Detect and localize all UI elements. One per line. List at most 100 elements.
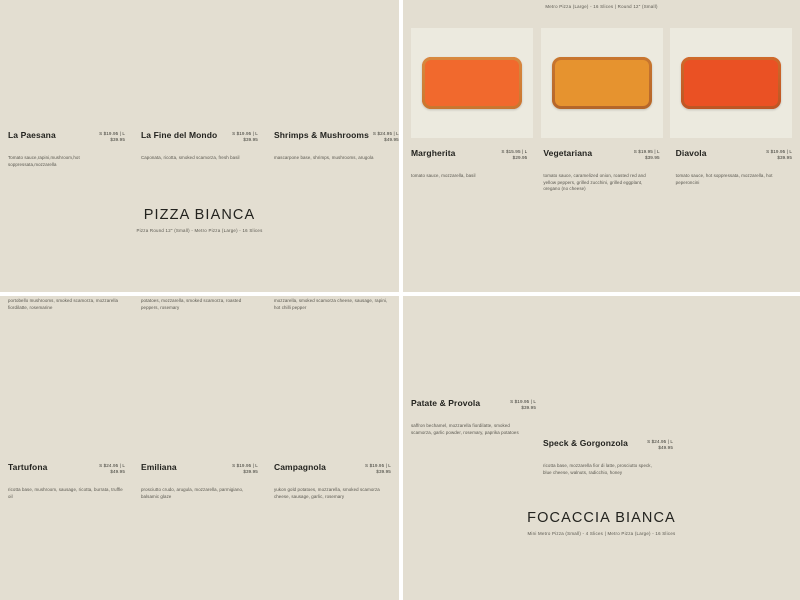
item-header: Tartufona S $24.95 | L $49.95: [8, 462, 125, 475]
item-description: tomato sauce, hot soppressata, mozzarell…: [675, 173, 773, 185]
menu-item-diavola[interactable]: Diavola S $19.95 | L $39.95 tomato sauce…: [668, 148, 800, 193]
item-name: Margherita: [411, 148, 456, 158]
price-small: S $19.95 | L: [510, 399, 536, 404]
item-name: Emiliana: [140, 462, 177, 472]
margherita-pizza-photo: [411, 28, 533, 138]
item-header: Campagnola S $19.95 | L $39.95: [274, 462, 391, 475]
price-small: S $19.95 | L: [232, 131, 258, 136]
section-title: PIZZA BIANCA: [143, 207, 256, 223]
item-price: S $19.95 | L $39.95: [232, 462, 258, 475]
item-price: S $24.95 | L $49.95: [647, 438, 673, 451]
item-description: tomato sauce, caramelized onion, roasted…: [543, 173, 646, 192]
item-description: Caponata, ricotta, smoked scamorza, fres…: [140, 155, 240, 160]
price-large: $49.95: [110, 469, 125, 474]
section-title: FOCACCIA BIANCA: [527, 510, 676, 526]
price-large: $29.95: [512, 155, 528, 160]
item-header: Vegetariana S $19.95 | L $39.95: [543, 148, 659, 161]
item-header: Margherita S $15.95 | L $29.95: [411, 148, 527, 161]
item-name: Shrimps & Mushrooms: [273, 130, 369, 140]
menu-row-descriptions-continued: portobello mushrooms, smoked scamorza, m…: [0, 298, 399, 311]
item-header: Shrimps & Mushrooms S $24.95 | L $49.95: [273, 130, 399, 143]
menu-item-speck-e-gorgonzola[interactable]: Speck & Gorgonzola S $24.95 | L $49.95 r…: [543, 438, 673, 476]
item-name: La Paesana: [8, 130, 56, 140]
item-header: Diavola S $19.95 | L $39.95: [676, 148, 792, 161]
menu-item-emiliana[interactable]: Emiliana S $19.95 | L $39.95 prosciutto …: [133, 462, 266, 500]
menu-item-margherita[interactable]: Margherita S $15.95 | L $29.95 tomato sa…: [403, 148, 535, 193]
item-price: S $19.95 | L $39.95: [766, 148, 792, 161]
price-small: S $19.95 | L: [766, 149, 792, 154]
price-large: $39.95: [110, 137, 125, 142]
item-name: Campagnola: [273, 462, 326, 472]
item-header: La Fine del Mondo S $19.95 | L $39.95: [141, 130, 258, 143]
item-header: Patate & Provola S $19.95 | L $39.95: [411, 398, 536, 411]
item-header: La Paesana S $19.95 | L $39.95: [8, 130, 125, 143]
item-description-block: mozzarella, smoked scamorza cheese, saus…: [266, 298, 399, 311]
item-price: S $19.95 | L $39.95: [365, 462, 391, 475]
panel-bottom-left: portobello mushrooms, smoked scamorza, m…: [0, 296, 399, 600]
section-subtitle: Mini Metro Pizza (Small) - 4 Slices | Me…: [527, 531, 676, 536]
item-description-block: potatoes, mozzarella, smoked scamorza, r…: [133, 298, 266, 311]
price-large: $39.95: [376, 469, 391, 474]
price-small: S $19.95 | L: [232, 463, 258, 468]
price-small: S $19.95 | L: [99, 131, 125, 136]
item-description: mascarpone base, shrimps, mushrooms, aru…: [273, 155, 374, 160]
menu-item-la-paesana[interactable]: La Paesana S $19.95 | L $39.95 Tomato sa…: [0, 130, 133, 168]
price-small: S $19.95 | L: [633, 149, 660, 154]
item-description-block: portobello mushrooms, smoked scamorza, m…: [0, 298, 133, 311]
item-description: mozzarella, smoked scamorza cheese, saus…: [273, 298, 388, 310]
pizza-photo-gallery: [403, 28, 800, 138]
diavola-pizza-photo: [670, 28, 792, 138]
item-price: S $19.95 | L $39.95: [634, 148, 660, 161]
menu-item-vegetariana[interactable]: Vegetariana S $19.95 | L $39.95 tomato s…: [535, 148, 667, 193]
menu-item-tartufona[interactable]: Tartufona S $24.95 | L $49.95 ricotta ba…: [0, 462, 133, 500]
item-name: Patate & Provola: [411, 398, 481, 408]
price-large: $39.95: [645, 155, 660, 160]
item-header: Speck & Gorgonzola S $24.95 | L $49.95: [543, 438, 673, 451]
menu-row-bottom-left: Tartufona S $24.95 | L $49.95 ricotta ba…: [0, 462, 399, 500]
price-large: $39.95: [777, 155, 792, 160]
item-name: Speck & Gorgonzola: [543, 438, 628, 448]
price-large: $39.95: [243, 137, 258, 142]
item-description: prosciutto crudo, arugula, mozzarella, p…: [140, 487, 244, 499]
menu-item-campagnola[interactable]: Campagnola S $19.95 | L $39.95 yukon gol…: [266, 462, 399, 500]
section-subtitle: Pizza Round 12" (Small) - Metro Pizza (L…: [136, 228, 263, 233]
price-small: S $24.95 | L: [99, 463, 125, 468]
price-small: S $24.95 | L: [647, 439, 673, 444]
panel-top-left: La Paesana S $19.95 | L $39.95 Tomato sa…: [0, 0, 399, 292]
item-price: S $15.95 | L $29.95: [501, 148, 527, 161]
price-small: S $15.95 | L: [501, 149, 528, 154]
item-description: portobello mushrooms, smoked scamorza, m…: [8, 298, 119, 310]
vegetariana-pizza-photo: [540, 28, 663, 138]
section-focaccia-bianca: FOCACCIA BIANCA Mini Metro Pizza (Small)…: [403, 510, 800, 536]
price-small: S $19.95 | L: [365, 463, 391, 468]
item-price: S $24.95 | L $49.95: [99, 462, 125, 475]
panel-bottom-right: Patate & Provola S $19.95 | L $39.95 saf…: [403, 296, 800, 600]
item-description: ricotta base, mozzarella fior di latte, …: [543, 463, 652, 475]
item-description: tomato sauce, mozzarella, basil: [411, 173, 476, 178]
price-large: $39.95: [243, 469, 258, 474]
item-price: S $19.95 | L $39.95: [99, 130, 125, 143]
menu-item-la-fine-del-mondo[interactable]: La Fine del Mondo S $19.95 | L $39.95 Ca…: [133, 130, 266, 168]
item-header: Emiliana S $19.95 | L $39.95: [141, 462, 258, 475]
item-name: Diavola: [675, 148, 707, 158]
item-price: S $19.95 | L $39.95: [232, 130, 258, 143]
menu-item-shrimps-and-mushrooms[interactable]: Shrimps & Mushrooms S $24.95 | L $49.95 …: [266, 130, 399, 168]
panel-top-right: Metro Pizza (Large) - 16 Slices | Round …: [403, 0, 800, 292]
item-price: S $19.95 | L $39.95: [510, 398, 536, 411]
menu-row-top-right: Margherita S $15.95 | L $29.95 tomato sa…: [403, 148, 800, 193]
item-name: Tartufona: [8, 462, 48, 472]
panel-caption: Metro Pizza (Large) - 16 Slices | Round …: [545, 4, 658, 9]
price-small: S $24.95 | L: [372, 131, 399, 136]
item-description: potatoes, mozzarella, smoked scamorza, r…: [140, 298, 242, 310]
item-price: S $24.95 | L $49.95: [373, 130, 399, 143]
item-name: Vegetariana: [543, 148, 593, 158]
price-large: $49.95: [384, 137, 399, 142]
item-name: La Fine del Mondo: [140, 130, 218, 140]
section-pizza-bianca: PIZZA BIANCA Pizza Round 12" (Small) - M…: [0, 207, 399, 233]
menu-row-top-left: La Paesana S $19.95 | L $39.95 Tomato sa…: [0, 130, 399, 168]
menu-item-patate-e-provola[interactable]: Patate & Provola S $19.95 | L $39.95 saf…: [411, 398, 536, 436]
price-large: $39.95: [521, 405, 536, 410]
price-large: $49.95: [658, 445, 673, 450]
item-description: ricotta base, mushroom, sausage, ricotta…: [8, 487, 123, 499]
